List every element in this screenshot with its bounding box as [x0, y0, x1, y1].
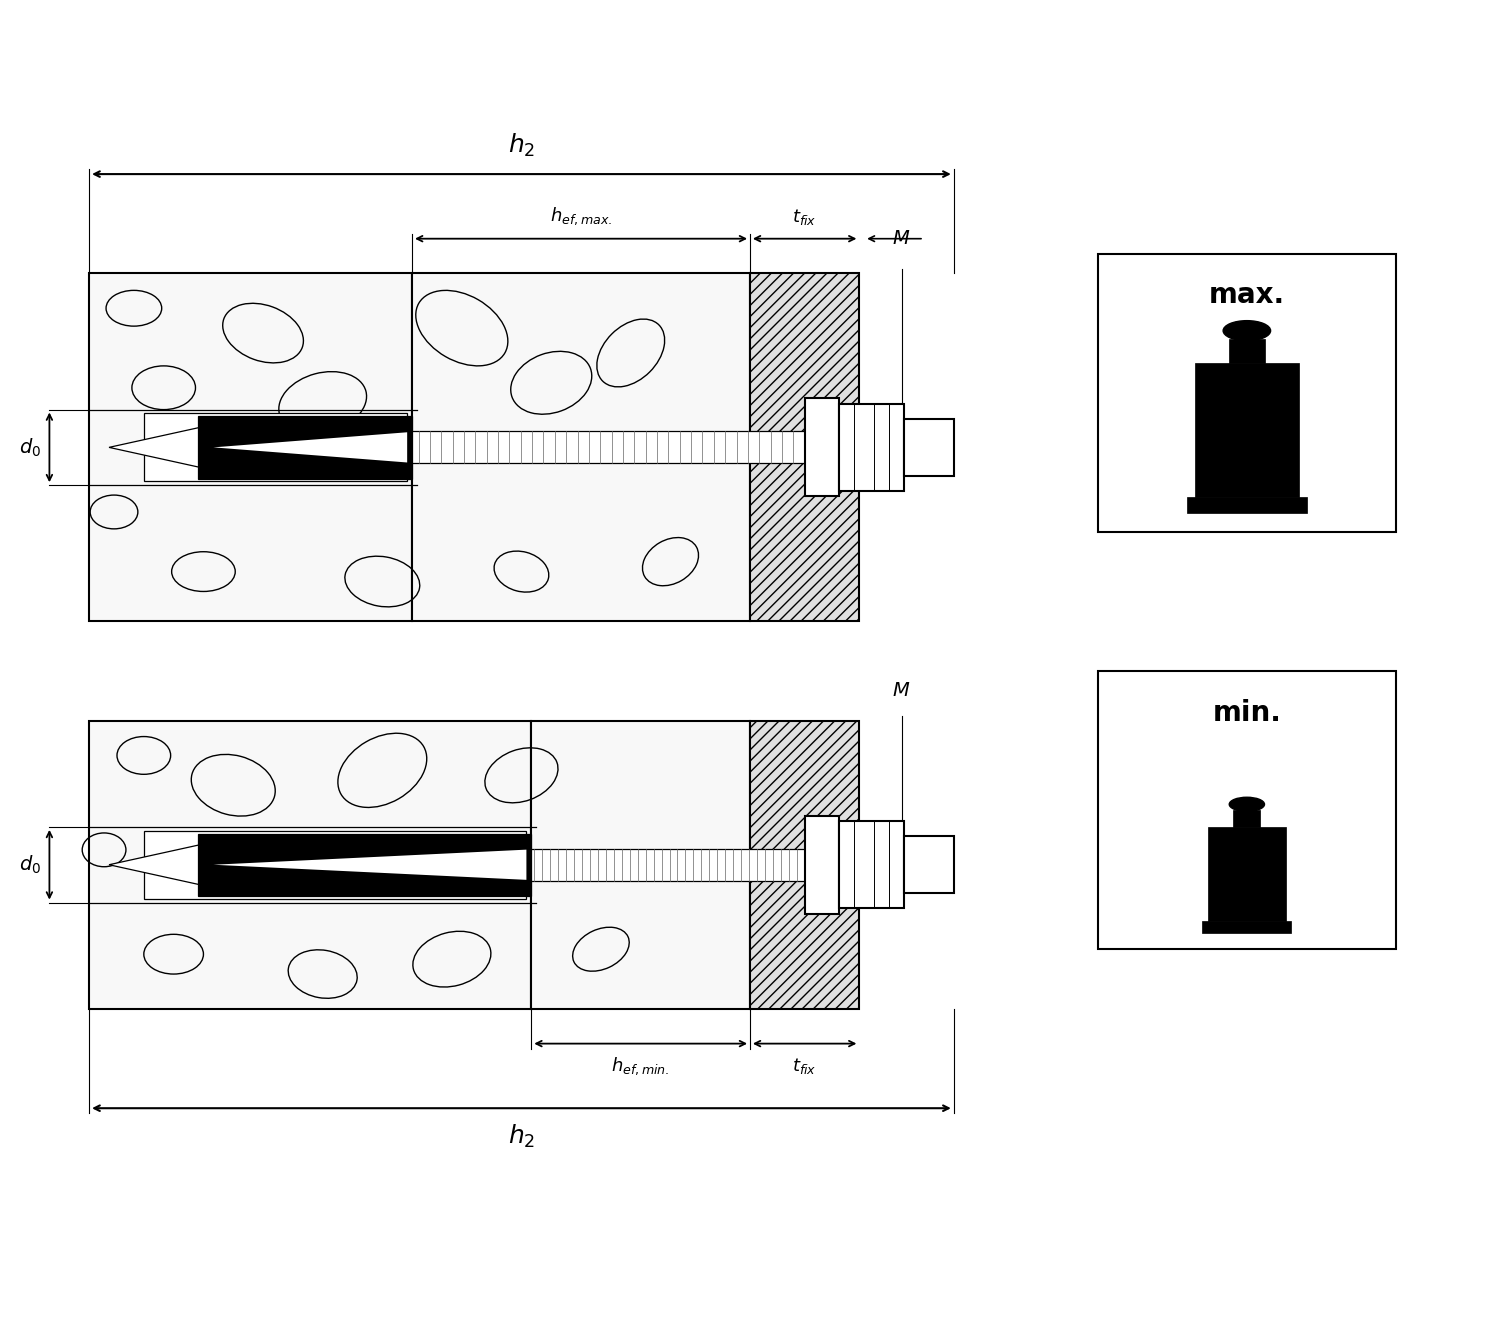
Polygon shape: [213, 433, 406, 462]
Text: $h_2$: $h_2$: [509, 1123, 536, 1150]
Bar: [1186, 496, 1306, 514]
Bar: [144, 414, 406, 482]
Ellipse shape: [1228, 797, 1264, 812]
Bar: [804, 398, 840, 496]
Bar: [840, 403, 904, 491]
Text: $d_0$: $d_0$: [20, 437, 42, 458]
Bar: [526, 849, 804, 881]
Bar: [1203, 921, 1292, 933]
Bar: [1208, 827, 1286, 921]
Bar: [1233, 811, 1260, 827]
Text: $t_{fix}$: $t_{fix}$: [792, 1055, 818, 1075]
Text: $h_{ef, min.}$: $h_{ef, min.}$: [612, 1055, 670, 1077]
Bar: [1098, 254, 1396, 532]
Polygon shape: [110, 427, 204, 469]
Bar: [750, 720, 859, 1009]
Polygon shape: [213, 849, 526, 880]
Bar: [531, 720, 750, 1009]
Bar: [88, 720, 531, 1009]
Bar: [904, 836, 954, 893]
Text: $t_{fix}$: $t_{fix}$: [792, 206, 818, 226]
Text: $M$: $M$: [892, 681, 910, 700]
Text: $h_{ef, max.}$: $h_{ef, max.}$: [550, 205, 612, 226]
Ellipse shape: [1222, 321, 1270, 341]
Bar: [88, 273, 413, 622]
Bar: [904, 419, 954, 475]
Text: $d_0$: $d_0$: [20, 853, 42, 876]
Bar: [198, 417, 412, 479]
Bar: [804, 816, 840, 914]
Bar: [413, 273, 750, 622]
Bar: [144, 831, 526, 898]
Bar: [1194, 363, 1299, 496]
Bar: [750, 273, 859, 622]
Bar: [406, 431, 804, 463]
Bar: [1098, 671, 1396, 949]
Bar: [1228, 339, 1264, 363]
Bar: [198, 833, 531, 896]
Bar: [840, 821, 904, 908]
Polygon shape: [110, 844, 204, 885]
Text: min.: min.: [1212, 699, 1281, 727]
Text: $M$: $M$: [892, 229, 910, 248]
Text: max.: max.: [1209, 281, 1286, 309]
Text: $h_2$: $h_2$: [509, 132, 536, 160]
